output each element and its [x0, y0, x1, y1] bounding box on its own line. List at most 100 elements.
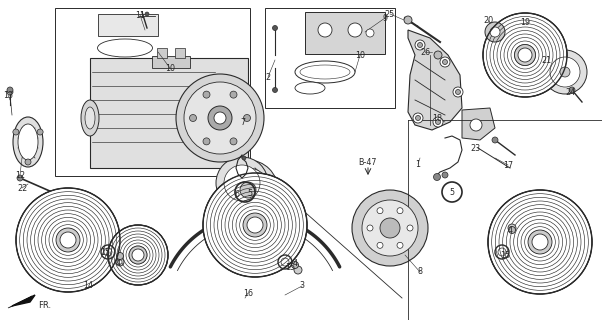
Polygon shape [462, 108, 495, 140]
Text: 15: 15 [100, 247, 110, 257]
Polygon shape [12, 295, 35, 306]
Text: 11: 11 [135, 11, 145, 20]
Bar [305, 12, 385, 54]
Text: 19: 19 [520, 18, 530, 27]
Circle shape [434, 51, 442, 59]
Ellipse shape [85, 107, 95, 129]
Circle shape [16, 188, 120, 292]
Text: 4: 4 [293, 259, 297, 268]
Circle shape [508, 224, 516, 232]
Circle shape [56, 228, 80, 252]
Ellipse shape [295, 82, 325, 94]
Circle shape [25, 159, 31, 165]
Ellipse shape [13, 117, 43, 167]
Text: 6: 6 [235, 189, 240, 198]
Text: 9: 9 [382, 13, 388, 22]
Bar [265, 8, 395, 108]
Text: 16: 16 [243, 289, 253, 298]
Bar [157, 48, 167, 58]
Circle shape [380, 218, 400, 238]
Circle shape [485, 22, 505, 42]
Circle shape [318, 23, 332, 37]
Bar [55, 8, 250, 176]
Ellipse shape [18, 124, 38, 160]
Circle shape [132, 249, 144, 261]
Bar [175, 48, 185, 58]
Text: 26: 26 [420, 47, 430, 57]
Circle shape [377, 242, 383, 248]
Circle shape [216, 157, 268, 209]
Circle shape [243, 115, 250, 122]
Circle shape [116, 258, 124, 266]
Circle shape [550, 57, 580, 87]
Circle shape [129, 246, 147, 264]
Text: 10: 10 [165, 63, 175, 73]
Text: 24: 24 [565, 87, 575, 97]
Circle shape [226, 168, 270, 212]
Circle shape [483, 13, 567, 97]
Circle shape [518, 48, 532, 62]
Circle shape [366, 29, 374, 37]
Text: FR.: FR. [38, 300, 51, 309]
Text: 12: 12 [15, 171, 25, 180]
Text: 17: 17 [503, 161, 513, 170]
Text: 4: 4 [507, 226, 512, 235]
Circle shape [367, 225, 373, 231]
Circle shape [190, 115, 196, 122]
Circle shape [377, 208, 383, 214]
Polygon shape [90, 58, 248, 168]
Circle shape [230, 91, 237, 98]
Circle shape [560, 67, 570, 77]
Circle shape [442, 60, 447, 65]
Circle shape [224, 165, 260, 201]
Circle shape [515, 44, 536, 66]
Ellipse shape [98, 39, 152, 57]
Circle shape [291, 261, 299, 268]
Ellipse shape [295, 61, 355, 83]
Circle shape [203, 173, 307, 277]
Text: 22: 22 [17, 183, 27, 193]
Bar [98, 14, 158, 36]
Circle shape [352, 190, 428, 266]
Circle shape [37, 129, 43, 135]
Text: 23: 23 [470, 143, 480, 153]
Circle shape [413, 113, 423, 123]
Circle shape [176, 74, 264, 162]
Circle shape [243, 213, 267, 237]
Circle shape [490, 27, 500, 37]
Circle shape [118, 260, 122, 264]
Text: 8: 8 [418, 268, 423, 276]
Circle shape [404, 16, 412, 24]
Circle shape [470, 119, 482, 131]
Text: 10: 10 [355, 51, 365, 60]
Circle shape [208, 106, 232, 130]
Circle shape [203, 91, 210, 98]
Text: 25: 25 [385, 10, 395, 19]
Text: 1: 1 [415, 159, 421, 169]
Circle shape [17, 175, 23, 181]
Circle shape [273, 87, 278, 92]
Circle shape [348, 23, 362, 37]
Circle shape [433, 173, 441, 180]
Circle shape [247, 217, 263, 233]
Circle shape [407, 225, 413, 231]
Text: 5: 5 [247, 188, 253, 197]
Text: 7: 7 [240, 117, 246, 126]
Circle shape [230, 138, 237, 145]
Text: 5: 5 [450, 188, 455, 196]
Circle shape [433, 117, 443, 127]
Circle shape [543, 50, 587, 94]
Circle shape [60, 232, 76, 248]
Circle shape [184, 82, 256, 154]
Circle shape [397, 242, 403, 248]
Circle shape [145, 12, 149, 16]
Circle shape [7, 87, 13, 93]
Ellipse shape [81, 100, 99, 136]
Text: 21: 21 [541, 55, 551, 65]
Text: 3: 3 [300, 282, 305, 291]
Circle shape [569, 87, 575, 93]
Polygon shape [408, 30, 462, 130]
Circle shape [362, 200, 418, 256]
Circle shape [214, 112, 226, 124]
Circle shape [273, 26, 278, 30]
